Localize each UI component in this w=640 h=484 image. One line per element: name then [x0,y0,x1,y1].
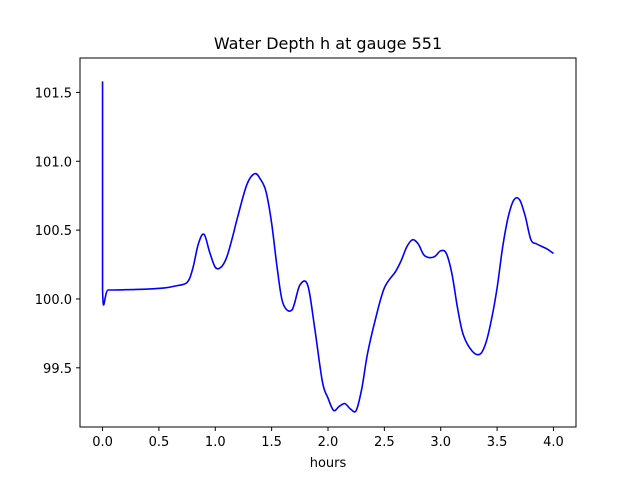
x-tick-label: 0.5 [149,435,170,450]
y-tick-label: 100.5 [35,224,72,239]
axis-ticks: 0.0 0.5 1.0 1.5 2.0 2.5 3.0 3.5 4.0 99.5 100.0 100.… [35,86,564,450]
x-tick-label: 2.0 [318,435,339,450]
x-tick-label: 1.5 [261,435,282,450]
x-tick-label: 2.5 [374,435,395,450]
x-tick-label: 3.0 [430,435,451,450]
x-axis-label: hours [310,456,347,471]
y-tick-label: 100.0 [35,293,72,308]
x-tick-label: 0.0 [92,435,113,450]
y-tick-label: 101.0 [35,155,72,170]
series-layer [101,81,554,413]
x-tick-label: 3.5 [487,435,508,450]
x-tick-label: 1.0 [205,435,226,450]
y-tick-label: 101.5 [35,86,72,101]
x-tick-label: 4.0 [543,435,564,450]
water-depth-series-line [101,81,554,413]
chart-title: Water Depth h at gauge 551 [214,34,442,53]
y-tick-label: 99.5 [43,362,72,377]
